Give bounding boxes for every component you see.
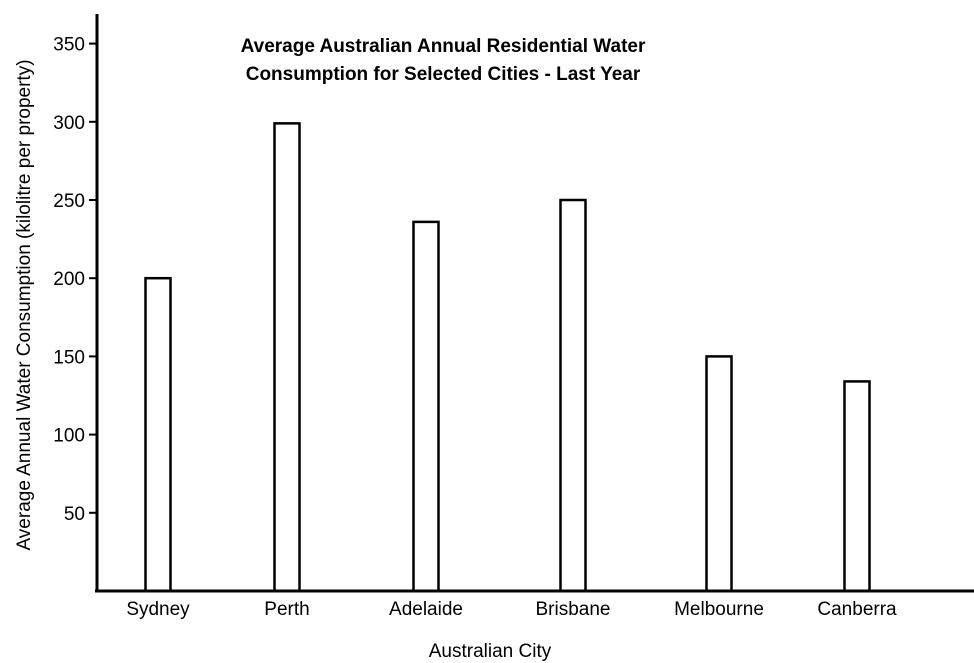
y-tick-label: 350 — [53, 35, 85, 56]
bar-adelaide — [412, 220, 440, 593]
y-tick-label: 300 — [53, 113, 85, 134]
category-label-brisbane: Brisbane — [536, 599, 611, 620]
bar-sydney — [144, 276, 172, 593]
chart-title-line-1: Average Australian Annual Residential Wa… — [241, 36, 646, 57]
y-tick-label: 150 — [53, 347, 85, 368]
category-label-adelaide: Adelaide — [389, 599, 463, 620]
category-label-sydney: Sydney — [126, 599, 190, 620]
chart-title-line-2: Consumption for Selected Cities - Last Y… — [246, 64, 641, 85]
y-tick-label: 250 — [53, 191, 85, 212]
x-axis-label: Australian City — [429, 641, 552, 662]
y-ticks: 50 100 150 200 250 300 350 — [53, 35, 97, 525]
category-label-melbourne: Melbourne — [674, 599, 764, 620]
bar-canberra — [843, 380, 871, 593]
category-label-perth: Perth — [264, 599, 309, 620]
bars — [144, 122, 871, 593]
bar-perth — [273, 122, 301, 593]
category-label-canberra: Canberra — [817, 599, 897, 620]
y-tick-label: 200 — [53, 269, 85, 290]
category-labels: Sydney Perth Adelaide Brisbane Melbourne Canb… — [126, 599, 897, 620]
y-tick-label: 50 — [64, 504, 85, 525]
bar-melbourne — [705, 355, 733, 593]
y-axis-label: Average Annual Water Consumption (kiloli… — [14, 59, 35, 550]
bar-brisbane — [559, 198, 587, 593]
y-tick-label: 100 — [53, 426, 85, 447]
